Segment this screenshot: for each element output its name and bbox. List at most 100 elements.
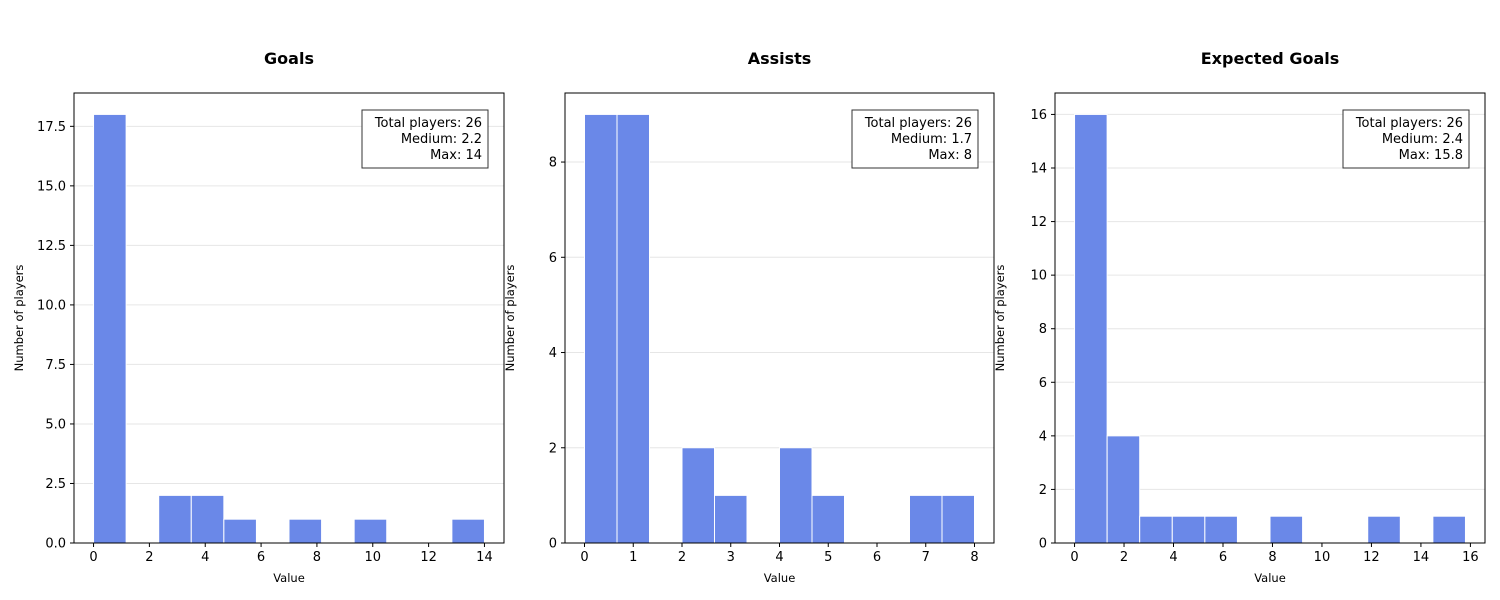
histogram-bar (190, 494, 225, 544)
x-tick-label: 6 (873, 550, 881, 565)
histogram-panel-goals: 0 2 4 6 8 10 12 14 0.0 2.5 5.0 7.5 10.0 12.5 15.0 17.5 G… (12, 49, 505, 585)
x-tick-label: 8 (313, 550, 321, 565)
stats-line: Total players: 26 (374, 116, 482, 131)
stats-box-frame (851, 109, 979, 169)
histogram-bar (1269, 515, 1304, 544)
histogram-bar (288, 518, 323, 544)
x-tick-label: 14 (1413, 550, 1430, 565)
x-tick-label: 10 (1314, 550, 1331, 565)
chart-title: Assists (748, 49, 812, 68)
stats-line: Max: 8 (928, 148, 972, 163)
chart-title: Goals (264, 49, 314, 68)
histogram-bar (93, 113, 127, 544)
stats-line: Max: 14 (430, 148, 482, 163)
stats-line: Medium: 1.7 (891, 132, 972, 147)
x-tick-label: 0 (580, 550, 588, 565)
chart-title: Expected Goals (1201, 49, 1340, 68)
x-tick-label: 8 (970, 550, 978, 565)
x-tick-label: 0 (1070, 550, 1078, 565)
y-tick-label: 16 (1030, 108, 1047, 123)
y-tick-label: 6 (1039, 376, 1047, 391)
histogram-bar (1074, 113, 1108, 544)
y-tick-label: 10 (1030, 269, 1047, 284)
x-tick-label: 1 (629, 550, 637, 565)
y-tick-label: 2.5 (45, 477, 66, 492)
stats-line: Max: 15.8 (1399, 148, 1463, 163)
x-tick-label: 12 (1363, 550, 1380, 565)
histogram-bar (681, 447, 716, 544)
y-tick-label: 0 (1039, 537, 1047, 552)
y-tick-label: 5.0 (45, 417, 66, 432)
y-axis-label: Number of players (12, 265, 26, 372)
histogram-bar (353, 518, 388, 544)
y-tick-label: 12 (1030, 215, 1047, 230)
x-tick-label: 3 (727, 550, 735, 565)
x-tick-label: 2 (1120, 550, 1128, 565)
histogram-bar (616, 113, 650, 544)
plot-frame (1054, 92, 1486, 544)
histogram-bar (941, 494, 975, 544)
x-tick-label: 8 (1268, 550, 1276, 565)
y-tick-label: 14 (1030, 162, 1047, 177)
histogram-bar (1171, 515, 1206, 544)
stats-line: Medium: 2.4 (1382, 132, 1463, 147)
y-tick-label: 12.5 (37, 239, 66, 254)
y-tick-label: 0 (549, 537, 557, 552)
y-tick-label: 2 (1039, 483, 1047, 498)
histogram-bar (1432, 515, 1466, 544)
plot-frame (73, 92, 505, 544)
histogram-bar (158, 494, 192, 544)
stats-box-frame (361, 109, 489, 169)
histogram-bar (909, 494, 943, 544)
histogram-bar (1106, 435, 1141, 544)
x-tick-label: 4 (775, 550, 783, 565)
x-tick-label: 7 (922, 550, 930, 565)
y-tick-label: 6 (549, 251, 557, 266)
y-tick-label: 8 (1039, 322, 1047, 337)
x-axis-label: Value (764, 571, 796, 585)
y-axis-label: Number of players (993, 265, 1007, 372)
histogram-bar (584, 113, 618, 544)
x-tick-label: 5 (824, 550, 832, 565)
y-tick-label: 15.0 (37, 179, 66, 194)
histogram-bar (714, 494, 748, 544)
x-tick-label: 6 (257, 550, 265, 565)
x-tick-label: 6 (1219, 550, 1227, 565)
x-tick-label: 10 (364, 550, 381, 565)
x-axis-label: Value (1254, 571, 1286, 585)
stats-line: Total players: 26 (864, 116, 972, 131)
y-tick-label: 0.0 (45, 537, 66, 552)
y-tick-label: 8 (549, 156, 557, 171)
histogram-panel-assists: 0 1 2 3 4 5 6 7 8 0 2 4 6 8 Assists Value Number of play… (503, 49, 995, 585)
x-tick-label: 0 (89, 550, 97, 565)
histogram-bar (223, 518, 257, 544)
histogram-panel-expected-goals: 0 2 4 6 8 10 12 14 16 0 2 4 6 8 10 12 14 16 Expected Goals… (993, 49, 1486, 585)
x-tick-label: 12 (420, 550, 437, 565)
y-tick-label: 17.5 (37, 120, 66, 135)
x-tick-label: 14 (476, 550, 493, 565)
stats-line: Medium: 2.2 (401, 132, 482, 147)
x-tick-label: 4 (1169, 550, 1177, 565)
histogram-bar (811, 494, 845, 544)
x-tick-label: 16 (1462, 550, 1479, 565)
x-tick-label: 4 (201, 550, 209, 565)
stats-line: Total players: 26 (1355, 116, 1463, 131)
histogram-bar (1139, 515, 1173, 544)
stats-box-frame (1342, 109, 1470, 169)
y-axis-label: Number of players (503, 265, 517, 372)
y-tick-label: 4 (1039, 429, 1047, 444)
histogram-bar (1204, 515, 1238, 544)
y-tick-label: 7.5 (45, 358, 66, 373)
x-tick-label: 2 (678, 550, 686, 565)
y-tick-label: 2 (549, 441, 557, 456)
x-axis-label: Value (273, 571, 305, 585)
y-tick-label: 10.0 (37, 298, 66, 313)
histogram-bar (779, 447, 813, 544)
histogram-bar (1367, 515, 1401, 544)
x-tick-label: 2 (145, 550, 153, 565)
histogram-bar (451, 518, 485, 544)
y-tick-label: 4 (549, 346, 557, 361)
